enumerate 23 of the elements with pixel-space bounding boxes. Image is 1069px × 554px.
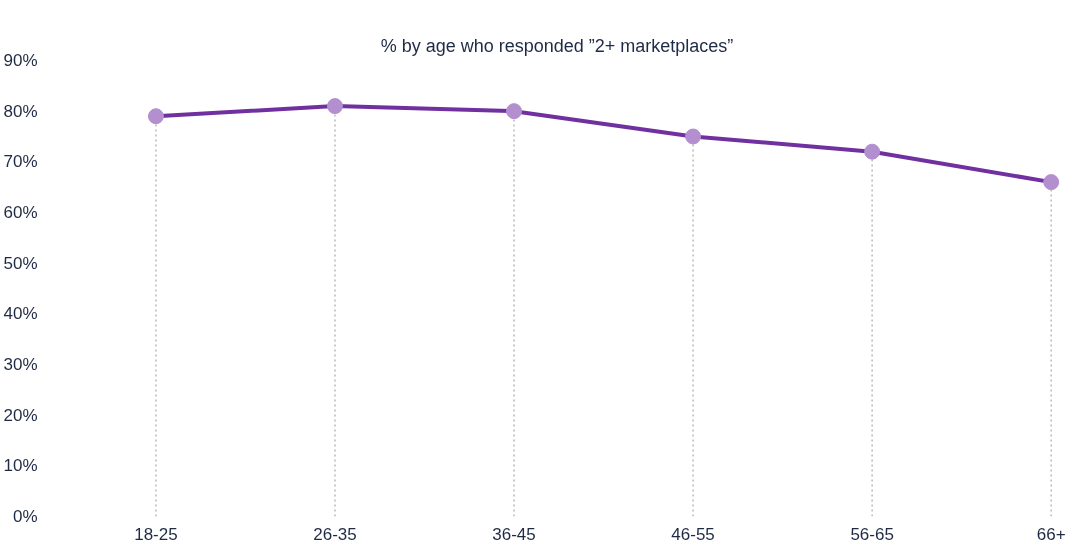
x-tick-label: 46-55	[671, 524, 715, 544]
y-tick-label: 90%	[3, 51, 38, 70]
x-tick-label: 66+	[1036, 524, 1066, 544]
y-tick-label: 0%	[12, 507, 38, 526]
y-tick-label: 10%	[3, 456, 38, 476]
x-tick-label: 36-45	[492, 524, 536, 544]
y-tick-label: 40%	[3, 304, 38, 324]
y-tick-label: 50%	[3, 253, 38, 273]
point	[685, 128, 702, 145]
chart-title: % by age who responded ”2+ marketplaces”	[380, 35, 734, 56]
point	[147, 108, 164, 125]
y-tick-label: 60%	[3, 203, 38, 222]
point	[506, 103, 523, 120]
x-tick-label: 18-25	[134, 524, 178, 544]
point	[864, 143, 881, 160]
y-tick-label: 20%	[3, 405, 38, 425]
y-tick-label: 30%	[3, 355, 38, 374]
y-tick-label: 70%	[3, 152, 38, 172]
point	[326, 98, 343, 115]
x-tick-label: 26-35	[313, 524, 357, 544]
x-tick-label: 56-65	[850, 524, 894, 544]
point	[1043, 174, 1060, 191]
y-tick-label: 80%	[3, 101, 38, 121]
